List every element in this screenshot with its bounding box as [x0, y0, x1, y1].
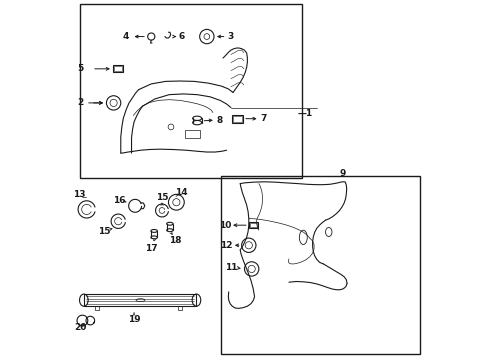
Bar [221, 176, 419, 354]
Text: 18: 18 [169, 237, 182, 246]
Bar [83, 294, 196, 306]
Text: 15: 15 [98, 228, 110, 237]
Text: 16: 16 [113, 196, 126, 205]
Bar [185, 130, 199, 138]
Text: 11: 11 [224, 264, 237, 273]
Bar [80, 4, 301, 178]
Text: 20: 20 [74, 323, 86, 332]
Bar [113, 65, 122, 72]
Text: 5: 5 [77, 64, 83, 73]
Text: 4: 4 [122, 32, 128, 41]
Text: 7: 7 [260, 114, 266, 123]
Text: 10: 10 [219, 221, 231, 230]
Text: 3: 3 [227, 32, 234, 41]
Text: 12: 12 [220, 241, 232, 250]
Text: 13: 13 [73, 190, 85, 199]
Text: 17: 17 [144, 244, 157, 253]
Text: 15: 15 [156, 193, 169, 202]
Bar [232, 115, 243, 123]
Text: 14: 14 [175, 188, 188, 197]
Bar [249, 223, 256, 227]
Text: 19: 19 [127, 315, 140, 324]
Bar [178, 306, 182, 310]
Text: 9: 9 [339, 169, 346, 178]
Text: 2: 2 [77, 98, 83, 107]
Bar [114, 66, 122, 71]
Bar [94, 306, 99, 310]
Text: —1: —1 [297, 109, 312, 118]
Bar [248, 222, 257, 228]
Bar [233, 116, 242, 122]
Text: 8: 8 [217, 116, 223, 125]
Text: 6: 6 [178, 32, 184, 41]
